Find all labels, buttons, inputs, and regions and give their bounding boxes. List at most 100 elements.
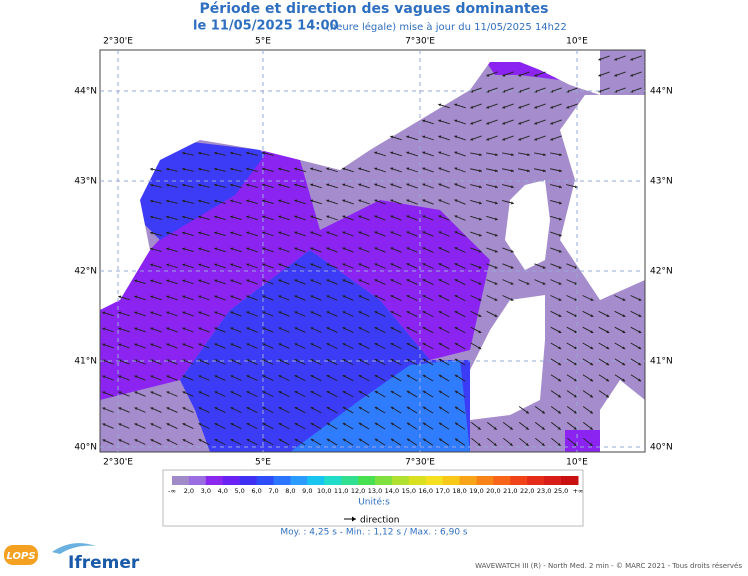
wave-arrow-head — [558, 201, 562, 205]
wave-arrow-head — [182, 231, 186, 235]
wave-arrow-head — [198, 439, 202, 442]
map — [100, 50, 645, 452]
wave-arrow-head — [214, 327, 218, 331]
wave-arrow-head — [438, 103, 442, 107]
wave-arrow-head — [182, 279, 186, 283]
wave-arrow-head — [390, 215, 394, 219]
color-swatch — [273, 476, 291, 485]
wave-arrow-head — [527, 153, 530, 157]
lon-label-bottom: 7°30'E — [405, 458, 435, 468]
wave-arrow-head — [182, 199, 186, 203]
wave-arrow-head — [478, 314, 482, 317]
wave-arrow-head — [198, 423, 202, 426]
wave-arrow-head — [422, 119, 426, 123]
wave-arrow-head — [310, 422, 314, 426]
wave-arrow-head — [262, 151, 266, 155]
wave-arrow-head — [494, 185, 498, 189]
wave-arrow-head — [182, 407, 186, 410]
wave-arrow-head — [278, 279, 282, 283]
wave-arrow-head — [438, 358, 442, 362]
wave-arrow-head — [478, 298, 482, 301]
wave-arrow-head — [374, 183, 378, 187]
wave-arrow-head — [374, 343, 378, 346]
wave-arrow-head — [342, 359, 346, 362]
wave-arrow-head — [374, 263, 378, 267]
wave-arrow-head — [422, 374, 426, 378]
color-swatch — [222, 476, 241, 485]
wave-arrow-head — [510, 201, 514, 205]
wave-arrow-head — [214, 295, 218, 299]
wave-arrow-head — [454, 279, 458, 282]
wave-arrow-head — [494, 314, 498, 317]
wave-arrow-head — [374, 311, 378, 314]
wave-arrow-head — [606, 330, 610, 333]
wave-arrow-head — [230, 439, 234, 442]
wave-arrow-head — [374, 247, 378, 251]
wave-arrow-head — [134, 391, 138, 395]
wave-arrow-head — [390, 135, 394, 139]
wave-arrow-head — [150, 439, 154, 442]
wave-arrow-head — [262, 391, 266, 394]
wave-arrow-head — [246, 439, 250, 442]
wave-arrow-head — [438, 374, 442, 378]
wave-arrow-head — [214, 311, 218, 315]
wave-arrow-head — [230, 231, 234, 235]
wave-arrow-head — [422, 390, 426, 394]
wave-arrow-head — [454, 295, 458, 298]
wave-arrow-head — [494, 298, 498, 301]
wave-arrow-head — [294, 375, 298, 378]
wave-arrow-head — [278, 343, 282, 346]
wave-arrow-head — [638, 298, 642, 301]
wave-arrow-head — [134, 295, 138, 299]
wave-arrow-head — [198, 327, 202, 331]
wave-arrow-head — [511, 153, 514, 157]
wave-arrow-head — [150, 231, 154, 235]
lon-label-top: 5°E — [255, 37, 271, 47]
wave-arrow-head — [214, 183, 218, 187]
wave-arrow-head — [262, 247, 266, 251]
color-swatch — [205, 476, 224, 485]
lat-label-right: 44°N — [650, 87, 673, 97]
wave-arrow-head — [150, 279, 154, 283]
wave-arrow-head — [134, 343, 138, 347]
wave-arrow-head — [622, 346, 626, 350]
lon-label-top: 10°E — [566, 37, 588, 47]
wave-arrow-head — [230, 263, 234, 267]
wave-arrow-head — [374, 279, 378, 283]
direction-label: direction — [360, 516, 399, 526]
wave-arrow-head — [214, 423, 218, 426]
wave-arrow-head — [294, 183, 298, 187]
date: le 11/05/2025 14:00 — [193, 19, 339, 34]
wave-arrow-head — [262, 327, 266, 331]
wave-arrow-head — [326, 231, 330, 235]
wave-arrow-head — [574, 362, 578, 366]
wave-arrow-head — [278, 231, 282, 235]
wave-arrow-head — [326, 247, 330, 251]
wave-arrow-head — [478, 233, 482, 237]
wave-arrow-head — [454, 406, 458, 410]
color-swatch — [172, 476, 190, 485]
wave-arrow-head — [150, 183, 153, 187]
wave-arrow-head — [278, 199, 282, 203]
wave-arrow-head — [390, 374, 394, 378]
wave-arrow-head — [102, 407, 106, 411]
wave-arrow-head — [278, 295, 282, 299]
wave-arrow-head — [454, 326, 458, 330]
wave-arrow-head — [541, 442, 545, 446]
wave-arrow-head — [557, 410, 561, 414]
wave-arrow-head — [502, 73, 506, 77]
wave-arrow-head — [310, 438, 314, 442]
wave-arrow-head — [246, 199, 250, 203]
colorbar-label: 15,0 — [402, 487, 416, 495]
lon-label-bottom: 10°E — [566, 458, 588, 468]
wave-arrow-head — [326, 263, 330, 267]
wave-arrow-head — [573, 410, 577, 414]
wave-arrow-head — [262, 295, 266, 299]
wave-arrow-head — [455, 438, 459, 442]
wave-arrow-head — [294, 231, 298, 235]
title: Période et direction des vagues dominant… — [200, 1, 549, 17]
wave-arrow-head — [406, 247, 410, 251]
wave-arrow-head — [374, 215, 378, 219]
wave-arrow-head — [246, 295, 250, 299]
wave-arrow-head — [198, 407, 202, 410]
